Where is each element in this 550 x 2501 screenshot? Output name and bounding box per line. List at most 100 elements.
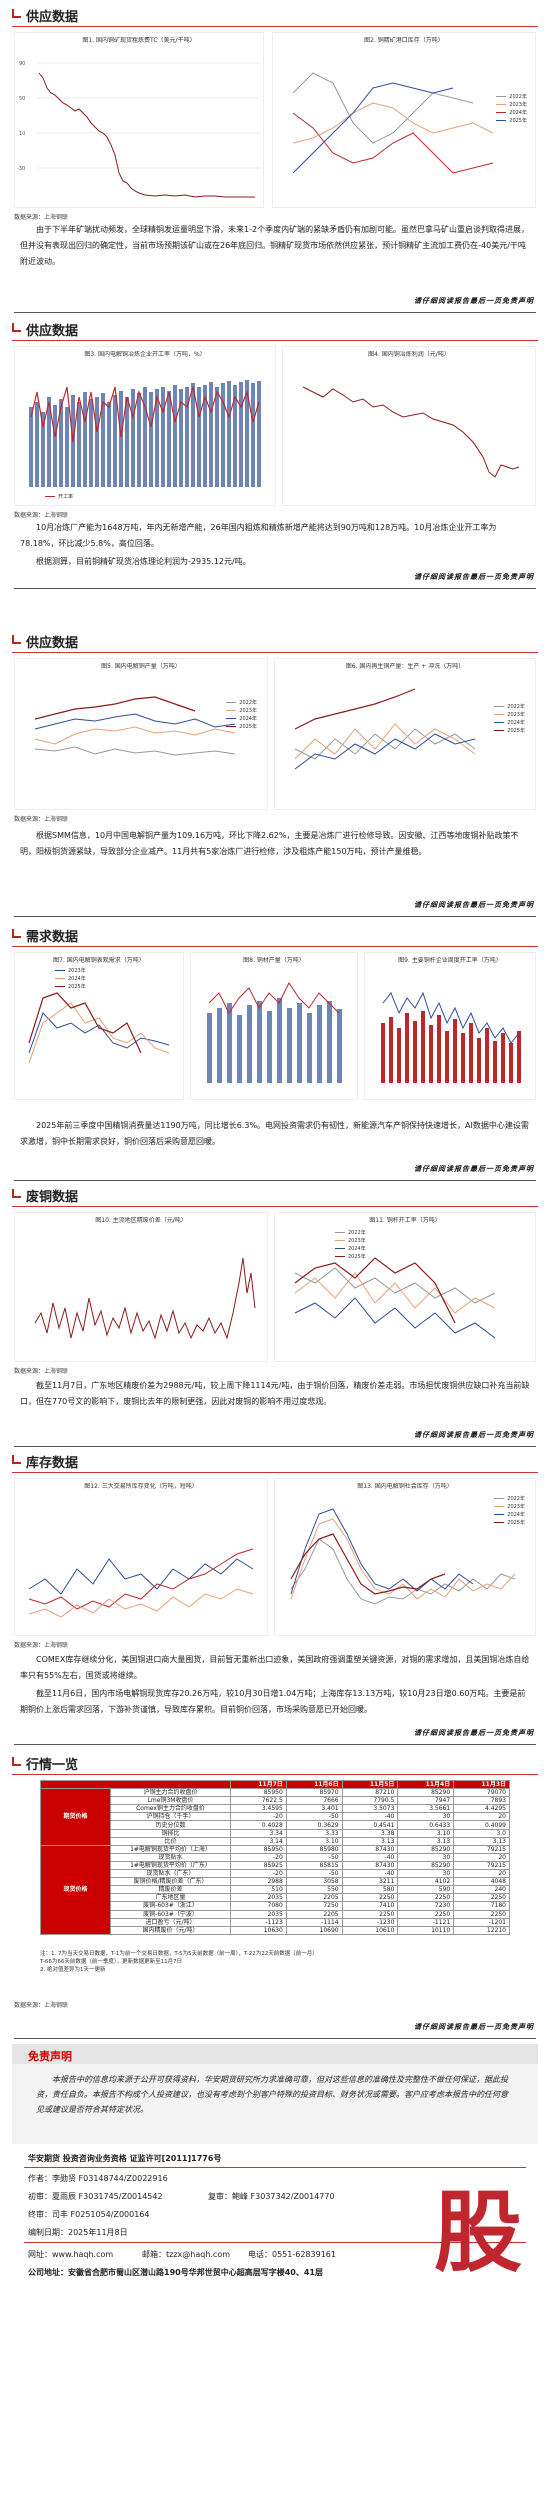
table-cell: 85290 [397, 1844, 455, 1854]
table-cell: 2205 [285, 1893, 343, 1903]
address: 公司地址：安徽省合肥市蜀山区潜山路190号华邦世贸中心超高层写字楼40、41层 [28, 2268, 323, 2277]
table-cell: 12210 [453, 1925, 510, 1935]
table-cell: 240 [453, 1885, 510, 1895]
paragraph-tc: 由于下半年矿端扰动频发，全球精铜发运量明显下滑，未来1-2个季度内矿端的紧缺矛盾… [20, 225, 530, 266]
table-cell: -1201 [453, 1917, 510, 1927]
section-separator [14, 1744, 536, 1745]
chart-recycled-output: 图6. 国内再生铜产量：生产 + 冲洗（万吨） 2022年 2023年 2024… [274, 658, 536, 810]
source-note: 数据来源：上海钢联 [14, 816, 69, 823]
table-cell: 7893 [453, 1796, 510, 1806]
reviewer-second: 复审：鲍峰 F3037342/Z0014770 [208, 2192, 335, 2201]
section-rule [12, 340, 538, 341]
table-cell: 85980 [285, 1844, 343, 1854]
table-row-label: 废铜价格/精废价差（广东） [110, 1877, 231, 1887]
table-cell: -1121 [397, 1917, 455, 1927]
table-cell: 510 [230, 1885, 287, 1895]
table-row-label: 沪铜持仓（千手） [110, 1812, 231, 1822]
table-cell: 85950 [230, 1844, 287, 1854]
section-rule [12, 1206, 538, 1207]
table-cell: 85815 [285, 1860, 343, 1871]
table-cell: 3.10 [397, 1828, 455, 1838]
section-heading: 供应数据 [12, 6, 78, 25]
table-cell: 10110 [397, 1925, 455, 1935]
table-row: 比价 3.14 3.10 3.13 3.13 3.13 [41, 1836, 510, 1846]
chart-exchange-stock-plot [28, 1548, 254, 1618]
table-cell: -20 [230, 1812, 287, 1822]
table-cell: 7230 [397, 1901, 455, 1911]
table-header-cell: 11月3日 [453, 1779, 510, 1790]
section-rule [12, 1774, 538, 1775]
table-cell: 2250 [453, 1909, 510, 1919]
table-cell: 3.4595 [230, 1804, 287, 1814]
table-cell: 0.4541 [341, 1820, 399, 1830]
website: 网址：www.haqh.com [28, 2250, 114, 2259]
disclaimer-title-bar [12, 2044, 538, 2064]
table-cell: -20 [230, 1869, 287, 1879]
chart-title: 图1. 国内铜矿现货粗炼费TC（美元/干吨） [82, 37, 196, 44]
table-cell: 7666 [285, 1796, 343, 1806]
table-cell: 2205 [285, 1909, 343, 1919]
chart-exchange-stock: 图12. 三大交易所库存变化（万吨，短吨） [14, 1478, 268, 1636]
table-cell: 3.5661 [397, 1804, 455, 1814]
disclaimer-body: 本报告中的信息均来源于公开可获得资料，华安期货研究所力求准确可靠，但对这些信息的… [36, 2075, 508, 2114]
paragraph-demand: 2025年前三季度中国精铜消费量达1190万吨，同比增长6.3%。电网投资需求仍… [20, 1121, 529, 1146]
table-cell: 4.4295 [453, 1804, 510, 1814]
section-rule [12, 946, 538, 947]
table-cell: 85970 [285, 1788, 343, 1798]
table-cell: 7410 [341, 1901, 399, 1911]
table-cell: 79215 [453, 1860, 510, 1871]
heading-mark-icon [12, 1756, 21, 1766]
table-cell: -50 [285, 1812, 343, 1822]
chart-rod-operating: 图9. 主要铜杆企业周度开工率（万吨） [364, 952, 536, 1100]
table-cell: 4048 [453, 1877, 510, 1887]
company-license: 华安期货 投资咨询业务资格 证监许可[2011]1776号 [28, 2154, 222, 2163]
chart-port-stock: 图2. 铜精矿港口库存（万吨） 2022年 2023年 2024年 2025年 [272, 32, 536, 208]
table-cell: -50 [285, 1852, 343, 1862]
chart-rod-rate: 图11. 铜杆开工率（万吨） 2022年 2023年 2024年 2025年 [274, 1212, 536, 1362]
table-cell: 3211 [341, 1877, 399, 1887]
table-cell: 2250 [397, 1909, 455, 1919]
disclaimer-note: 请仔细阅读报告最后一页免责声明 [414, 1729, 534, 1737]
section-heading: 供应数据 [12, 632, 78, 651]
table-row-label: 废铜-603#（宁波） [110, 1909, 231, 1919]
chart-recycled-output-plot [294, 688, 476, 770]
paragraph-output: 根据SMM信息，10月中国电解铜产量为109.16万吨，环比下降2.62%，主要… [20, 831, 519, 856]
table-header-cell: 11月5日 [341, 1779, 399, 1790]
chart-legend: 2022年 2023年 2024年 2025年 [226, 699, 257, 731]
table-row-label: 进口盈亏（元/吨） [110, 1917, 231, 1927]
table-cell: 3.33 [285, 1828, 343, 1838]
table-row: 国内精废价（元/吨） 10630 10690 10610 10110 12210 [41, 1925, 510, 1935]
heading-mark-icon [12, 928, 21, 938]
chart-cathode-output-plot [34, 696, 236, 756]
table-cell: 85950 [230, 1788, 287, 1798]
chart-title: 图2. 铜精矿港口库存（万吨） [364, 37, 444, 44]
table-cell: 3.0 [453, 1828, 510, 1838]
table-cell: 0.6433 [397, 1820, 455, 1830]
section-heading: 库存数据 [12, 1452, 78, 1471]
heading-mark-icon [12, 634, 21, 644]
chart-title: 图3. 国内电解铜冶炼企业开工率（万吨，%） [84, 351, 206, 358]
table-cell: 20 [453, 1812, 510, 1822]
table-row: 广东地区量 2035 2205 2250 2250 2250 [41, 1893, 510, 1903]
table-row: 废铜-603#（宁波） 2035 2205 2250 2250 2250 [41, 1909, 510, 1919]
chart-title: 图5. 国内电解铜产量（万吨） [101, 663, 181, 670]
table-cell: 2250 [341, 1909, 399, 1919]
table-cell: 3.13 [453, 1836, 510, 1846]
table-row: 沪铜持仓（千手） -20 -50 -40 30 20 [41, 1812, 510, 1822]
phone: 电话：0551-62839161 [248, 2250, 336, 2259]
table-row: 现货贴水（广东） -20 -50 -40 30 20 [41, 1869, 510, 1879]
table-cell: 30 [397, 1852, 455, 1862]
table-row-label: 比价 [110, 1836, 231, 1846]
table-cell: -1114 [285, 1917, 343, 1927]
table-cell: 2035 [230, 1909, 287, 1919]
table-cell: 0.4099 [453, 1820, 510, 1830]
chart-title: 图6. 国内再生铜产量：生产 + 冲洗（万吨） [345, 663, 465, 670]
table-row-label: 铜排比 [110, 1828, 231, 1838]
table-cell: 3.34 [230, 1828, 287, 1838]
table-cell: 2988 [230, 1877, 287, 1887]
table-cell: 0.4028 [230, 1820, 287, 1830]
section-heading: 废铜数据 [12, 1186, 78, 1205]
chart-smelt-profit-plot [302, 386, 520, 478]
chart-legend: 2022年 2023年 2024年 2025年 [494, 1495, 525, 1527]
table-row-label: 国内精废价（元/吨） [110, 1925, 231, 1935]
